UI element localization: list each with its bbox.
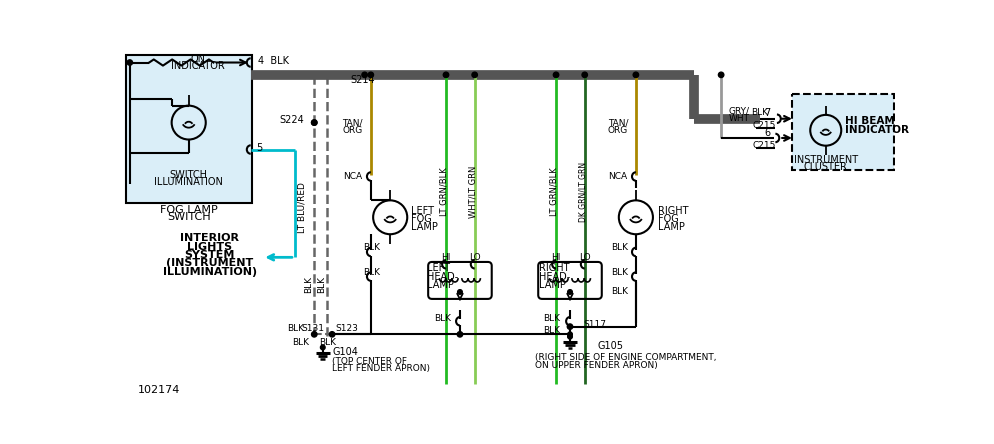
Text: LT GRN/BLK: LT GRN/BLK bbox=[439, 167, 448, 216]
Circle shape bbox=[581, 72, 586, 78]
Text: LIGHTS: LIGHTS bbox=[187, 242, 232, 252]
Text: S131: S131 bbox=[301, 325, 324, 333]
Text: ORG: ORG bbox=[343, 126, 363, 135]
Circle shape bbox=[457, 332, 462, 337]
Circle shape bbox=[362, 72, 367, 78]
Text: INDICATOR: INDICATOR bbox=[171, 61, 225, 71]
Circle shape bbox=[457, 289, 462, 294]
Text: BLK: BLK bbox=[750, 108, 767, 117]
Text: ILLUMINATION: ILLUMINATION bbox=[154, 177, 223, 187]
Text: 5: 5 bbox=[255, 143, 262, 153]
Text: LAMP: LAMP bbox=[539, 280, 566, 290]
Text: (INSTRUMENT: (INSTRUMENT bbox=[166, 258, 253, 269]
Text: LAMP: LAMP bbox=[411, 222, 437, 231]
Text: DK GRN/LT GRN: DK GRN/LT GRN bbox=[579, 162, 587, 222]
Text: TAN/: TAN/ bbox=[342, 118, 363, 127]
Circle shape bbox=[632, 72, 638, 78]
Text: SWITCH: SWITCH bbox=[170, 170, 208, 180]
Text: SYSTEM: SYSTEM bbox=[184, 250, 235, 260]
Text: RIGHT: RIGHT bbox=[657, 206, 688, 216]
Text: HI: HI bbox=[551, 253, 561, 262]
Circle shape bbox=[311, 120, 317, 125]
Text: INTERIOR: INTERIOR bbox=[180, 233, 239, 243]
Circle shape bbox=[320, 345, 325, 350]
Text: S214: S214 bbox=[350, 75, 375, 85]
Text: FOG: FOG bbox=[657, 214, 678, 224]
Text: C215: C215 bbox=[752, 121, 775, 130]
Text: LT BLU/RED: LT BLU/RED bbox=[297, 182, 306, 233]
Text: HI BEAM: HI BEAM bbox=[844, 116, 894, 126]
Text: LAMP: LAMP bbox=[657, 222, 684, 231]
Text: BLK: BLK bbox=[291, 337, 308, 346]
Text: 102174: 102174 bbox=[138, 385, 181, 395]
Text: TAN/: TAN/ bbox=[607, 118, 627, 127]
Text: BLK: BLK bbox=[543, 314, 560, 323]
Text: RIGHT: RIGHT bbox=[539, 263, 569, 273]
Circle shape bbox=[568, 289, 572, 294]
Text: WHT/LT GRN: WHT/LT GRN bbox=[468, 166, 477, 218]
Text: GRY/: GRY/ bbox=[729, 107, 749, 115]
Text: ORG: ORG bbox=[607, 126, 627, 135]
Text: 6: 6 bbox=[763, 127, 770, 138]
Text: NCA: NCA bbox=[343, 172, 362, 181]
Circle shape bbox=[568, 334, 572, 339]
Text: BLK: BLK bbox=[317, 276, 326, 293]
Circle shape bbox=[311, 120, 317, 125]
Text: ILLUMINATION): ILLUMINATION) bbox=[162, 267, 256, 277]
FancyBboxPatch shape bbox=[791, 94, 893, 170]
Text: NCA: NCA bbox=[607, 172, 627, 181]
Text: BLK: BLK bbox=[434, 314, 451, 323]
Circle shape bbox=[553, 72, 559, 78]
Text: LEFT: LEFT bbox=[426, 263, 449, 273]
Text: (RIGHT SIDE OF ENGINE COMPARTMENT,: (RIGHT SIDE OF ENGINE COMPARTMENT, bbox=[535, 353, 716, 362]
Text: INDICATOR: INDICATOR bbox=[844, 124, 909, 135]
Text: LO: LO bbox=[468, 253, 480, 262]
Text: S117: S117 bbox=[582, 320, 605, 329]
Text: BLK: BLK bbox=[610, 268, 627, 277]
Text: BLK: BLK bbox=[543, 326, 560, 335]
Text: 7: 7 bbox=[763, 108, 770, 119]
Text: WHT: WHT bbox=[729, 114, 749, 123]
Circle shape bbox=[329, 332, 334, 337]
Text: FOG LAMP: FOG LAMP bbox=[160, 206, 218, 215]
Circle shape bbox=[443, 72, 448, 78]
Text: C215: C215 bbox=[752, 141, 775, 150]
Circle shape bbox=[368, 72, 373, 78]
Text: LAMP: LAMP bbox=[426, 280, 453, 290]
Text: BLK: BLK bbox=[287, 325, 304, 333]
Text: HEAD-: HEAD- bbox=[539, 272, 570, 281]
Text: FOG: FOG bbox=[411, 214, 431, 224]
Text: HI: HI bbox=[441, 253, 450, 262]
Text: S224: S224 bbox=[279, 115, 304, 124]
Text: BLK: BLK bbox=[610, 243, 627, 252]
Text: 4  BLK: 4 BLK bbox=[257, 56, 288, 66]
Text: HEAD-: HEAD- bbox=[426, 272, 457, 281]
Circle shape bbox=[127, 60, 132, 65]
Text: BLK: BLK bbox=[610, 287, 627, 297]
Circle shape bbox=[568, 332, 572, 337]
Text: BLK: BLK bbox=[319, 337, 336, 346]
Circle shape bbox=[718, 72, 723, 78]
Text: SWITCH: SWITCH bbox=[167, 212, 211, 222]
Text: LEFT FENDER APRON): LEFT FENDER APRON) bbox=[332, 365, 429, 373]
Text: CLUSTER: CLUSTER bbox=[803, 162, 847, 172]
Circle shape bbox=[567, 324, 573, 329]
Circle shape bbox=[311, 332, 317, 337]
Text: ON: ON bbox=[190, 55, 206, 64]
Text: G104: G104 bbox=[332, 347, 358, 357]
Text: BLK: BLK bbox=[304, 276, 313, 293]
Text: LT GRN/BLK: LT GRN/BLK bbox=[550, 167, 559, 216]
FancyBboxPatch shape bbox=[126, 55, 252, 203]
Text: BLK: BLK bbox=[363, 243, 380, 252]
Text: S123: S123 bbox=[335, 325, 358, 333]
Text: G105: G105 bbox=[596, 341, 622, 351]
Text: INSTRUMENT: INSTRUMENT bbox=[793, 155, 857, 165]
Text: BLK: BLK bbox=[363, 268, 380, 277]
Text: LO: LO bbox=[579, 253, 590, 262]
Text: LEFT: LEFT bbox=[411, 206, 433, 216]
Text: (TOP CENTER OF: (TOP CENTER OF bbox=[332, 357, 407, 366]
Text: ON UPPER FENDER APRON): ON UPPER FENDER APRON) bbox=[535, 361, 657, 369]
Circle shape bbox=[471, 72, 477, 78]
